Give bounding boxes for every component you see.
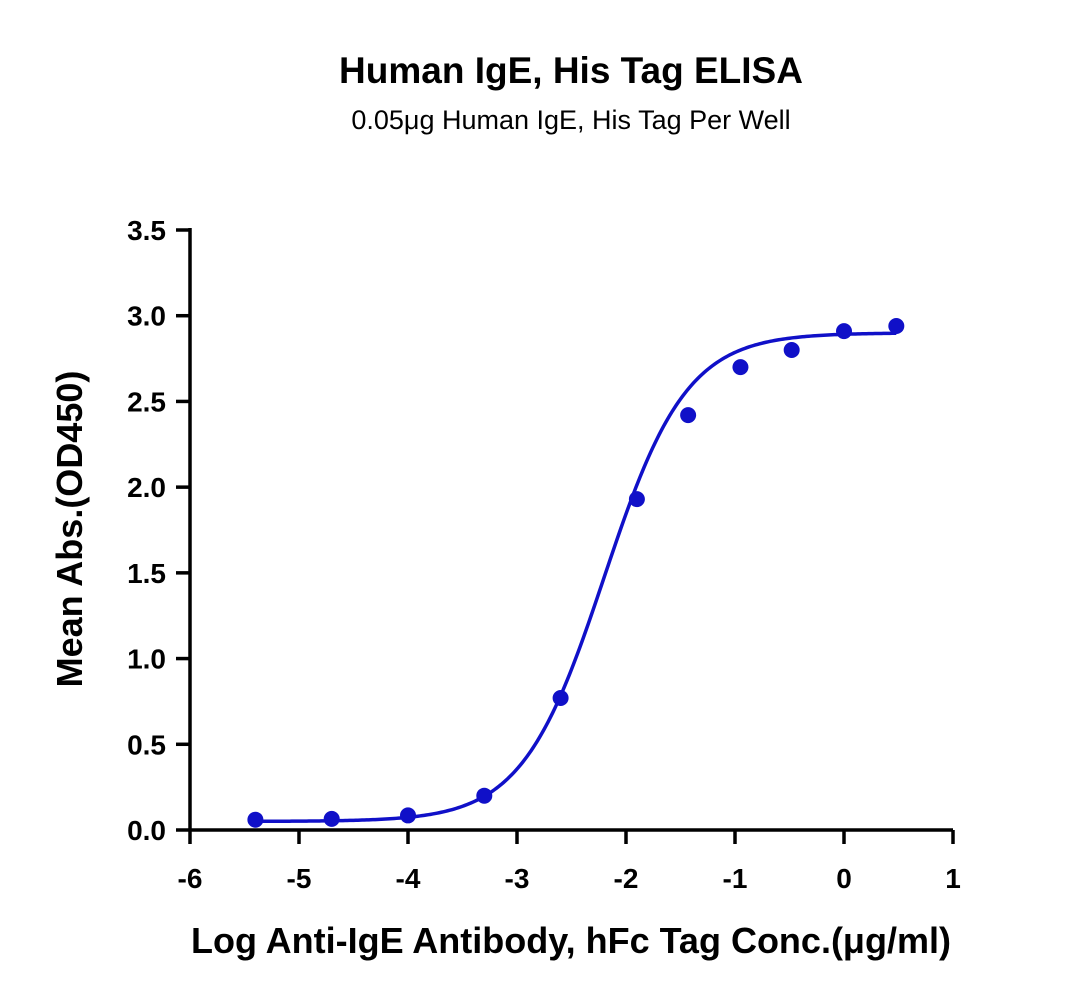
data-point	[400, 807, 416, 824]
data-point	[552, 690, 569, 706]
data-point	[783, 342, 800, 358]
data-point	[680, 407, 697, 424]
y-tick-label: 1.5	[127, 558, 166, 589]
y-axis-label: Mean Abs.(OD450)	[49, 371, 90, 688]
data-points-layer	[247, 318, 905, 828]
x-tick-label: 0	[836, 863, 852, 894]
data-point	[732, 359, 749, 376]
y-tick-label: 0.0	[127, 815, 166, 846]
y-tick-label: 2.5	[127, 386, 166, 417]
y-tick-label: 3.5	[127, 215, 166, 246]
y-tick-label: 0.5	[127, 729, 166, 760]
x-axis-label: Log Anti-IgE Antibody, hFc Tag Conc.(μg/…	[191, 920, 951, 961]
chart-title: Human IgE, His Tag ELISA	[339, 50, 803, 91]
x-tick-label: -2	[614, 863, 639, 894]
data-point	[836, 323, 852, 340]
ticks: -6 -5 -4 -3 -2 -1 0 1 0.0 0.5 1.0 1.5 2.0 2.5 3.0 3.5	[127, 215, 961, 894]
x-tick-label: -1	[723, 863, 748, 894]
x-tick-label: -5	[287, 863, 312, 894]
x-tick-label: -4	[396, 863, 421, 894]
chart-subtitle: 0.05μg Human IgE, His Tag Per Well	[351, 105, 790, 135]
fit-curve	[255, 331, 897, 824]
y-tick-label: 2.0	[127, 472, 166, 503]
data-point	[247, 811, 264, 828]
data-point	[476, 787, 493, 804]
fit-curve-layer	[255, 331, 897, 824]
x-tick-label: -6	[178, 863, 203, 894]
data-point	[628, 491, 645, 508]
y-tick-label: 1.0	[127, 644, 166, 675]
data-point	[323, 810, 340, 827]
x-tick-label: -3	[505, 863, 530, 894]
x-tick-label: 1	[945, 863, 961, 894]
y-tick-label: 3.0	[127, 301, 166, 332]
data-point	[888, 318, 905, 334]
axes	[188, 228, 953, 832]
